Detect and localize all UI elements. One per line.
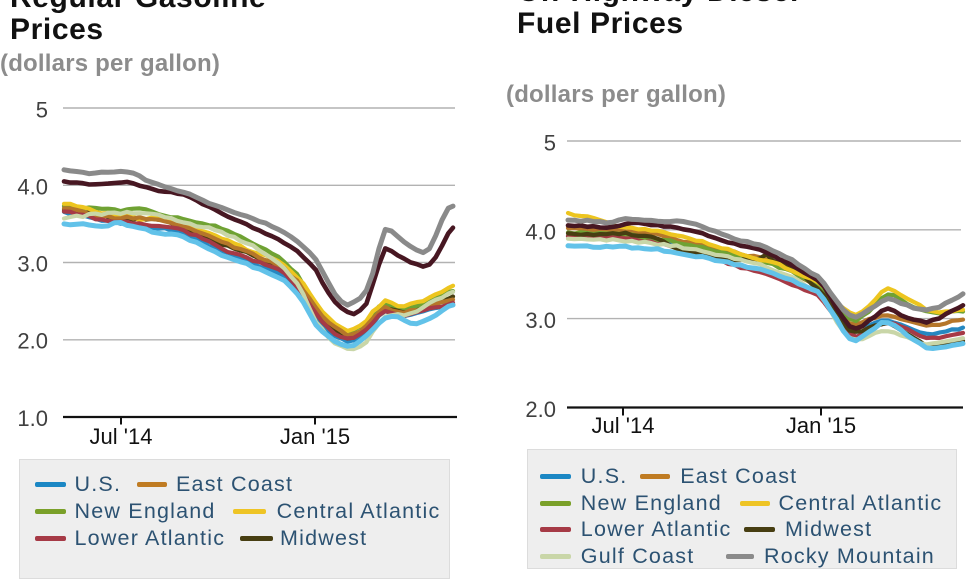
svg-text:Jan '15: Jan '15: [786, 413, 856, 438]
svg-text:3.0: 3.0: [525, 308, 556, 333]
svg-text:Jan '15: Jan '15: [280, 424, 350, 449]
svg-text:2.0: 2.0: [17, 329, 48, 354]
svg-text:4.0: 4.0: [525, 219, 556, 244]
svg-text:Jul '14: Jul '14: [90, 424, 153, 449]
svg-text:3.0: 3.0: [17, 252, 48, 277]
svg-text:1.0: 1.0: [17, 406, 48, 431]
svg-text:Jul '14: Jul '14: [592, 413, 655, 438]
svg-text:5: 5: [544, 131, 556, 156]
svg-text:5: 5: [36, 98, 48, 123]
svg-text:4.0: 4.0: [17, 175, 48, 200]
svg-text:2.0: 2.0: [525, 397, 556, 422]
